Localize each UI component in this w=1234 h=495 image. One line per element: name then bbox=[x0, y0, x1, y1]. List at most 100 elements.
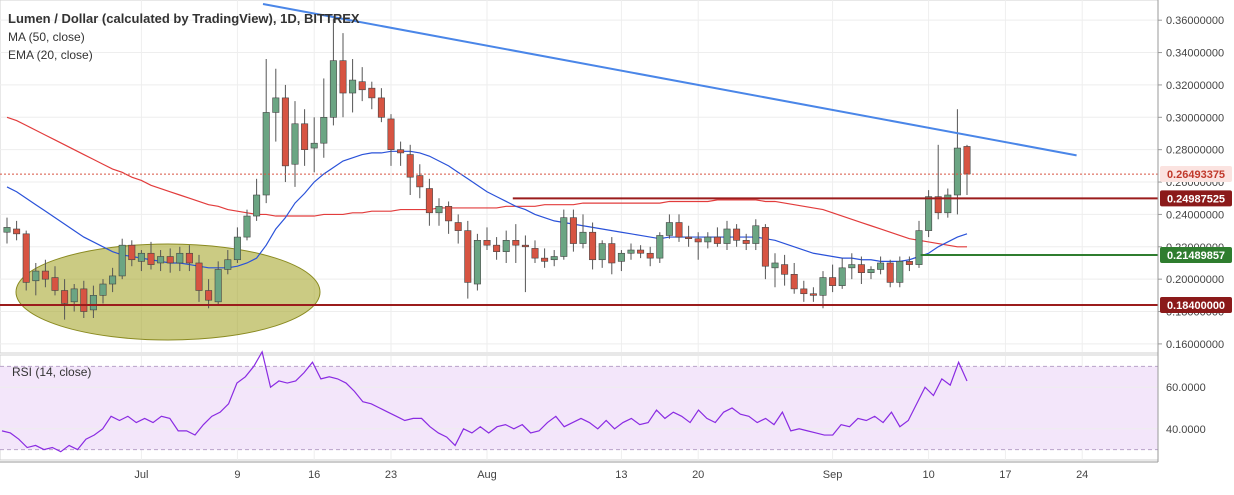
candle-body bbox=[80, 288, 88, 312]
x-tick-label: Aug bbox=[477, 469, 497, 481]
candle-body bbox=[13, 228, 21, 235]
candle-body bbox=[406, 154, 414, 178]
candle-body bbox=[531, 248, 539, 259]
candle-body bbox=[99, 283, 107, 296]
axes: 0.160000000.180000000.200000000.22000000… bbox=[0, 0, 1232, 481]
overlay-front bbox=[0, 3, 1158, 307]
candle-body bbox=[147, 252, 155, 265]
candle-body bbox=[637, 249, 645, 254]
rsi-line bbox=[1, 350, 968, 453]
candle-body bbox=[925, 196, 933, 231]
candle-body bbox=[454, 222, 462, 231]
candle-body bbox=[675, 222, 683, 238]
candle-body bbox=[502, 240, 510, 252]
candle-body bbox=[953, 147, 961, 196]
candle-body bbox=[886, 262, 894, 283]
price-tick-label: 0.30000000 bbox=[1166, 112, 1224, 124]
rsi-legend-label: RSI (14, close) bbox=[12, 365, 91, 379]
candle-body bbox=[963, 146, 971, 175]
candle-body bbox=[70, 288, 78, 303]
candle-body bbox=[579, 231, 587, 244]
candle-body bbox=[665, 222, 673, 236]
x-tick-label: Sep bbox=[823, 469, 843, 481]
price-tick-label: 0.16000000 bbox=[1166, 339, 1224, 351]
x-tick-label: 17 bbox=[999, 469, 1011, 481]
candle-body bbox=[253, 194, 261, 217]
candle-body bbox=[646, 252, 654, 259]
price-tick-label: 0.24000000 bbox=[1166, 209, 1224, 221]
candle-body bbox=[838, 267, 846, 286]
candle-body bbox=[761, 227, 769, 267]
candle-body bbox=[243, 215, 251, 238]
candle-body bbox=[137, 252, 145, 262]
candle-body bbox=[464, 230, 472, 283]
candle-body bbox=[512, 240, 520, 246]
ema-legend-label: EMA (20, close) bbox=[8, 48, 93, 62]
candle-body bbox=[877, 262, 885, 270]
candle-body bbox=[339, 60, 347, 94]
candle-body bbox=[224, 259, 232, 270]
candle-body bbox=[473, 240, 481, 285]
x-tick-label: 9 bbox=[234, 469, 240, 481]
candle-body bbox=[483, 240, 491, 246]
green-level-price-label: 0.21489857 bbox=[1167, 250, 1225, 262]
candle-body bbox=[560, 217, 568, 257]
x-tick-label: 16 bbox=[308, 469, 320, 481]
ma50-line bbox=[6, 116, 967, 248]
candle-body bbox=[829, 277, 837, 286]
candle-body bbox=[569, 217, 577, 244]
ma-legend-label: MA (50, close) bbox=[8, 30, 85, 44]
candle-body bbox=[233, 236, 241, 261]
candle-body bbox=[809, 293, 817, 296]
candle-body bbox=[493, 244, 501, 252]
candle-body bbox=[790, 274, 798, 290]
candle-body bbox=[944, 194, 952, 214]
candle-body bbox=[435, 206, 443, 214]
candle-body bbox=[32, 270, 40, 282]
candle-body bbox=[819, 277, 827, 296]
candle-body bbox=[281, 97, 289, 167]
candle-body bbox=[358, 81, 366, 91]
current-price-label: 0.26493375 bbox=[1167, 169, 1225, 181]
candle-body bbox=[51, 277, 59, 291]
price-tick-label: 0.28000000 bbox=[1166, 145, 1224, 157]
candle-body bbox=[541, 257, 549, 262]
candle-body bbox=[656, 235, 664, 259]
candle-body bbox=[627, 249, 635, 254]
candle-body bbox=[214, 269, 222, 303]
candle-body bbox=[89, 295, 97, 311]
candle-body bbox=[617, 252, 625, 262]
candle-body bbox=[934, 196, 942, 214]
candle-body bbox=[694, 238, 702, 243]
consolidation-ellipse bbox=[15, 243, 321, 341]
candle-body bbox=[704, 236, 712, 243]
candle-body bbox=[320, 117, 328, 144]
x-tick-label: 23 bbox=[385, 469, 397, 481]
rsi-tick-label: 40.0000 bbox=[1166, 424, 1206, 436]
candles bbox=[3, 18, 971, 320]
candle-body bbox=[387, 118, 395, 150]
rsi-tick-label: 60.0000 bbox=[1166, 382, 1206, 394]
descending-trendline bbox=[262, 3, 1077, 157]
candle-body bbox=[185, 252, 193, 264]
candle-body bbox=[733, 228, 741, 241]
candle-body bbox=[589, 231, 597, 261]
candle-body bbox=[867, 269, 875, 273]
candle-body bbox=[157, 256, 165, 264]
candle-body bbox=[800, 288, 808, 295]
price-tick-label: 0.32000000 bbox=[1166, 80, 1224, 92]
candle-body bbox=[857, 264, 865, 273]
candle-body bbox=[915, 230, 923, 265]
candle-body bbox=[445, 206, 453, 222]
current-price-label-bg bbox=[1160, 166, 1232, 183]
candle-body bbox=[118, 244, 126, 277]
support-price-label-bg bbox=[1160, 190, 1232, 207]
overlay-back bbox=[15, 243, 321, 341]
candle-body bbox=[608, 243, 616, 264]
candle-body bbox=[368, 87, 376, 99]
candle-body bbox=[896, 261, 904, 283]
green-level-price-label-bg bbox=[1160, 247, 1232, 264]
support-price-label: 0.24987525 bbox=[1167, 193, 1225, 205]
